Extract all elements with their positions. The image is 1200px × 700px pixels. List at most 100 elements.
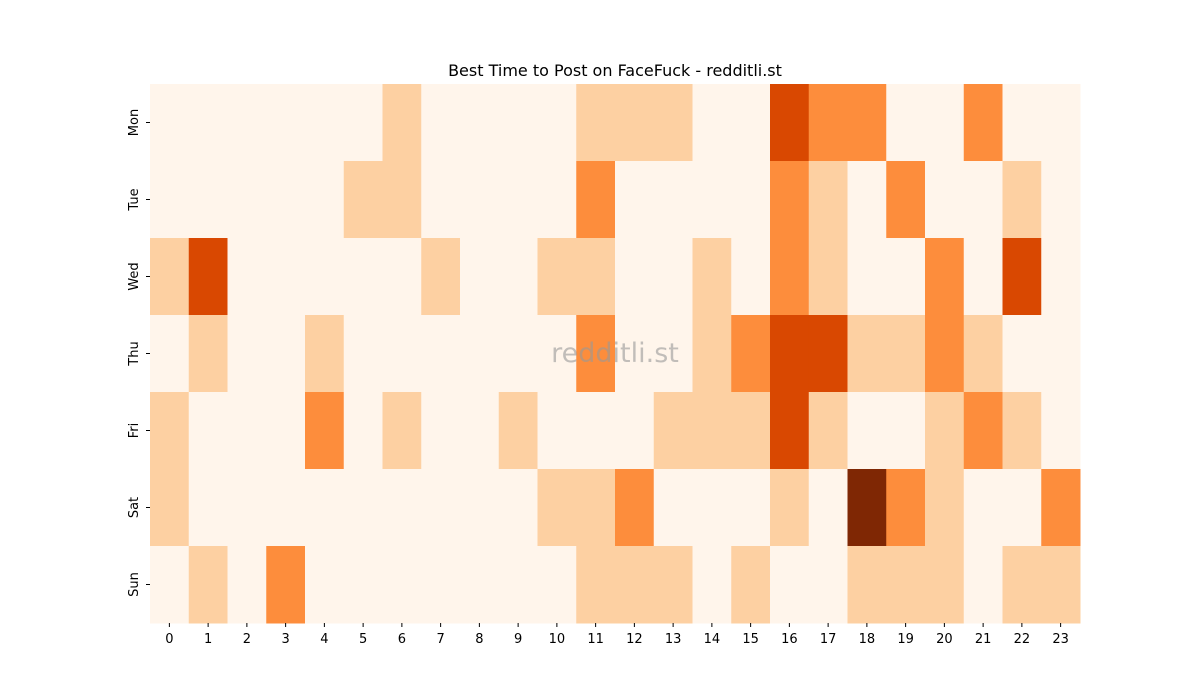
x-tick-label: 7	[436, 632, 444, 647]
heatmap-cell	[343, 161, 383, 239]
heatmap-cell	[227, 84, 267, 162]
heatmap-cell	[421, 238, 461, 316]
heatmap-cell	[537, 84, 577, 162]
heatmap-cell	[1002, 84, 1042, 162]
heatmap-cell	[1041, 84, 1081, 162]
heatmap-cell	[615, 392, 655, 470]
heatmap-cell	[188, 161, 228, 239]
heatmap-cell	[188, 546, 228, 624]
y-tick-label: Wed	[127, 262, 142, 290]
y-tick-label: Sun	[127, 572, 142, 597]
heatmap-cell	[266, 161, 306, 239]
heatmap-cell	[576, 161, 616, 239]
heatmap-cell	[847, 315, 887, 393]
heatmap-cell	[421, 161, 461, 239]
x-tick-label: 21	[975, 632, 992, 647]
x-tick-label: 12	[626, 632, 643, 647]
heatmap-cell	[925, 84, 965, 162]
heatmap-cell	[1002, 469, 1042, 547]
heatmap-cell	[925, 469, 965, 547]
heatmap-cell	[886, 315, 926, 393]
heatmap-cell	[808, 161, 848, 239]
heatmap-cell	[266, 392, 306, 470]
heatmap-cell	[925, 392, 965, 470]
heatmap-cell	[150, 469, 190, 547]
heatmap-cell	[886, 392, 926, 470]
heatmap-cell	[421, 315, 461, 393]
x-tick-label: 5	[359, 632, 367, 647]
heatmap-cell	[847, 161, 887, 239]
heatmap-cell	[305, 315, 345, 393]
heatmap-cell	[498, 161, 538, 239]
x-tick-label: 10	[549, 632, 566, 647]
heatmap-cell	[266, 546, 306, 624]
heatmap-cell	[886, 161, 926, 239]
heatmap-cell	[770, 469, 810, 547]
heatmap-cell	[305, 84, 345, 162]
heatmap-cell	[537, 469, 577, 547]
heatmap-cell	[498, 546, 538, 624]
heatmap-cell	[537, 546, 577, 624]
x-tick-label: 13	[665, 632, 682, 647]
heatmap-cell	[770, 84, 810, 162]
heatmap-cell	[615, 161, 655, 239]
heatmap-cell	[343, 84, 383, 162]
heatmap-cell	[305, 546, 345, 624]
heatmap-cell	[963, 238, 1003, 316]
heatmap-cell	[150, 392, 190, 470]
heatmap-cell	[343, 546, 383, 624]
x-tick-label: 4	[320, 632, 328, 647]
heatmap-cell	[653, 392, 693, 470]
heatmap-cell	[227, 238, 267, 316]
heatmap-cell	[963, 84, 1003, 162]
heatmap-cell	[615, 315, 655, 393]
heatmap-cell	[653, 546, 693, 624]
heatmap-cell	[692, 469, 732, 547]
heatmap-cell	[770, 161, 810, 239]
x-tick-label: 16	[781, 632, 798, 647]
heatmap-cell	[305, 392, 345, 470]
heatmap-cell	[653, 84, 693, 162]
heatmap-cell	[963, 546, 1003, 624]
x-tick-label: 0	[165, 632, 173, 647]
heatmap-cell	[150, 84, 190, 162]
heatmap-cell	[615, 546, 655, 624]
heatmap-cell	[847, 469, 887, 547]
heatmap-cell	[576, 546, 616, 624]
heatmap-cell	[808, 315, 848, 393]
y-tick-label: Tue	[127, 188, 142, 211]
heatmap-cell	[460, 469, 500, 547]
heatmap-cell	[421, 469, 461, 547]
heatmap-cell	[188, 84, 228, 162]
heatmap-cell	[343, 315, 383, 393]
heatmap-cell	[382, 84, 422, 162]
x-tick-label: 18	[859, 632, 876, 647]
heatmap-cell	[770, 546, 810, 624]
heatmap-cell	[150, 315, 190, 393]
heatmap-cell	[1002, 392, 1042, 470]
heatmap-cell	[188, 238, 228, 316]
heatmap-cell	[692, 84, 732, 162]
heatmap-cell	[692, 161, 732, 239]
heatmap-cell	[615, 238, 655, 316]
heatmap-cell	[421, 546, 461, 624]
heatmap-cell	[615, 84, 655, 162]
heatmap-cell	[847, 546, 887, 624]
heatmap-cell	[343, 392, 383, 470]
heatmap-cell	[653, 238, 693, 316]
heatmap-cell	[498, 315, 538, 393]
heatmap-cell	[808, 392, 848, 470]
heatmap-cell	[692, 392, 732, 470]
heatmap-cell	[537, 315, 577, 393]
heatmap-cell	[498, 238, 538, 316]
heatmap-cell	[808, 546, 848, 624]
heatmap-cell	[653, 161, 693, 239]
heatmap-cell	[343, 238, 383, 316]
heatmap-cell	[692, 315, 732, 393]
x-tick-label: 9	[514, 632, 522, 647]
heatmap-cell	[343, 469, 383, 547]
heatmap-cell	[1002, 238, 1042, 316]
heatmap-cell	[421, 84, 461, 162]
heatmap-cell	[963, 161, 1003, 239]
heatmap-cell	[150, 238, 190, 316]
